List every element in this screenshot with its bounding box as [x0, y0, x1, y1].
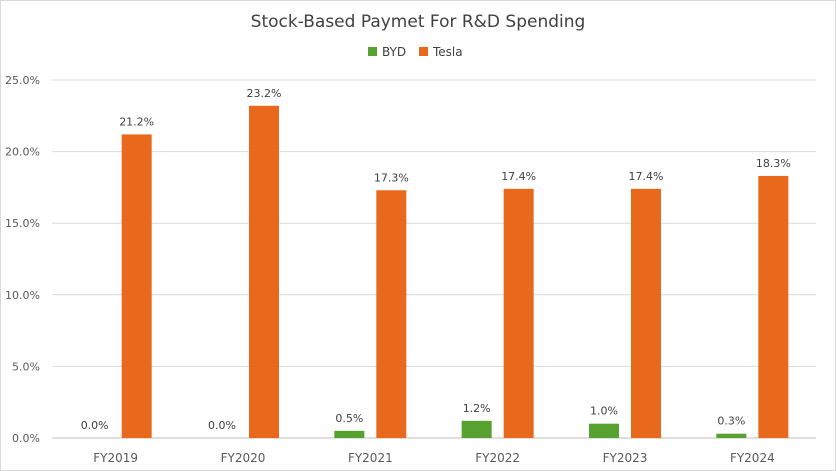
x-tick-label: FY2023 [603, 451, 648, 465]
data-labels: 0.0% 21.2% 0.0% 23.2% 0.5% 17.3% 1.2% 17.4% 1.0%… [81, 87, 791, 432]
legend-label-byd: BYD [382, 45, 406, 59]
data-label: 0.0% [81, 419, 109, 432]
y-tick-label: 15.0% [5, 217, 40, 230]
x-tick-label: FY2020 [221, 451, 266, 465]
gridlines [52, 79, 816, 439]
y-tick-label: 5.0% [12, 360, 40, 373]
y-tick-label: 20.0% [5, 146, 40, 159]
legend-swatch-byd [368, 47, 377, 56]
data-label: 1.0% [590, 405, 618, 418]
bars [121, 105, 789, 438]
data-label: 1.2% [463, 402, 491, 415]
chart-title: Stock-Based Paymet For R&D Spending [251, 12, 586, 32]
x-tick-label: FY2019 [93, 451, 138, 465]
data-label: 18.3% [756, 157, 791, 170]
y-tick-label: 10.0% [5, 289, 40, 302]
data-label: 21.2% [119, 115, 154, 128]
data-label: 17.3% [374, 171, 409, 184]
x-tick-label: FY2021 [348, 451, 393, 465]
data-label: 17.4% [501, 170, 536, 183]
y-tick-label: 0.0% [12, 432, 40, 445]
x-axis: FY2019 FY2020 FY2021 FY2022 FY2023 FY2024 [93, 451, 774, 465]
y-tick-label: 25.0% [5, 74, 40, 87]
data-label: 0.0% [208, 419, 236, 432]
bar-tesla-fy2020 [249, 105, 279, 438]
bar-byd-fy2024 [716, 433, 747, 438]
data-label: 17.4% [629, 170, 664, 183]
legend: BYD Tesla [368, 45, 463, 59]
data-label: 0.3% [717, 415, 745, 428]
bar-tesla-fy2019 [121, 134, 152, 438]
bar-byd-fy2023 [589, 423, 619, 438]
legend-label-tesla: Tesla [432, 45, 463, 59]
bar-byd-fy2022 [461, 420, 492, 438]
bar-tesla-fy2023 [631, 188, 661, 438]
bar-tesla-fy2022 [503, 188, 534, 438]
x-tick-label: FY2022 [475, 451, 520, 465]
bar-tesla-fy2024 [758, 175, 789, 438]
bar-byd-fy2021 [334, 430, 365, 438]
bar-tesla-fy2021 [376, 190, 407, 438]
y-axis: 0.0% 5.0% 10.0% 15.0% 20.0% 25.0% [5, 74, 40, 445]
x-tick-label: FY2024 [730, 451, 775, 465]
legend-swatch-tesla [419, 47, 428, 56]
data-label: 0.5% [335, 412, 363, 425]
data-label: 23.2% [247, 87, 282, 100]
